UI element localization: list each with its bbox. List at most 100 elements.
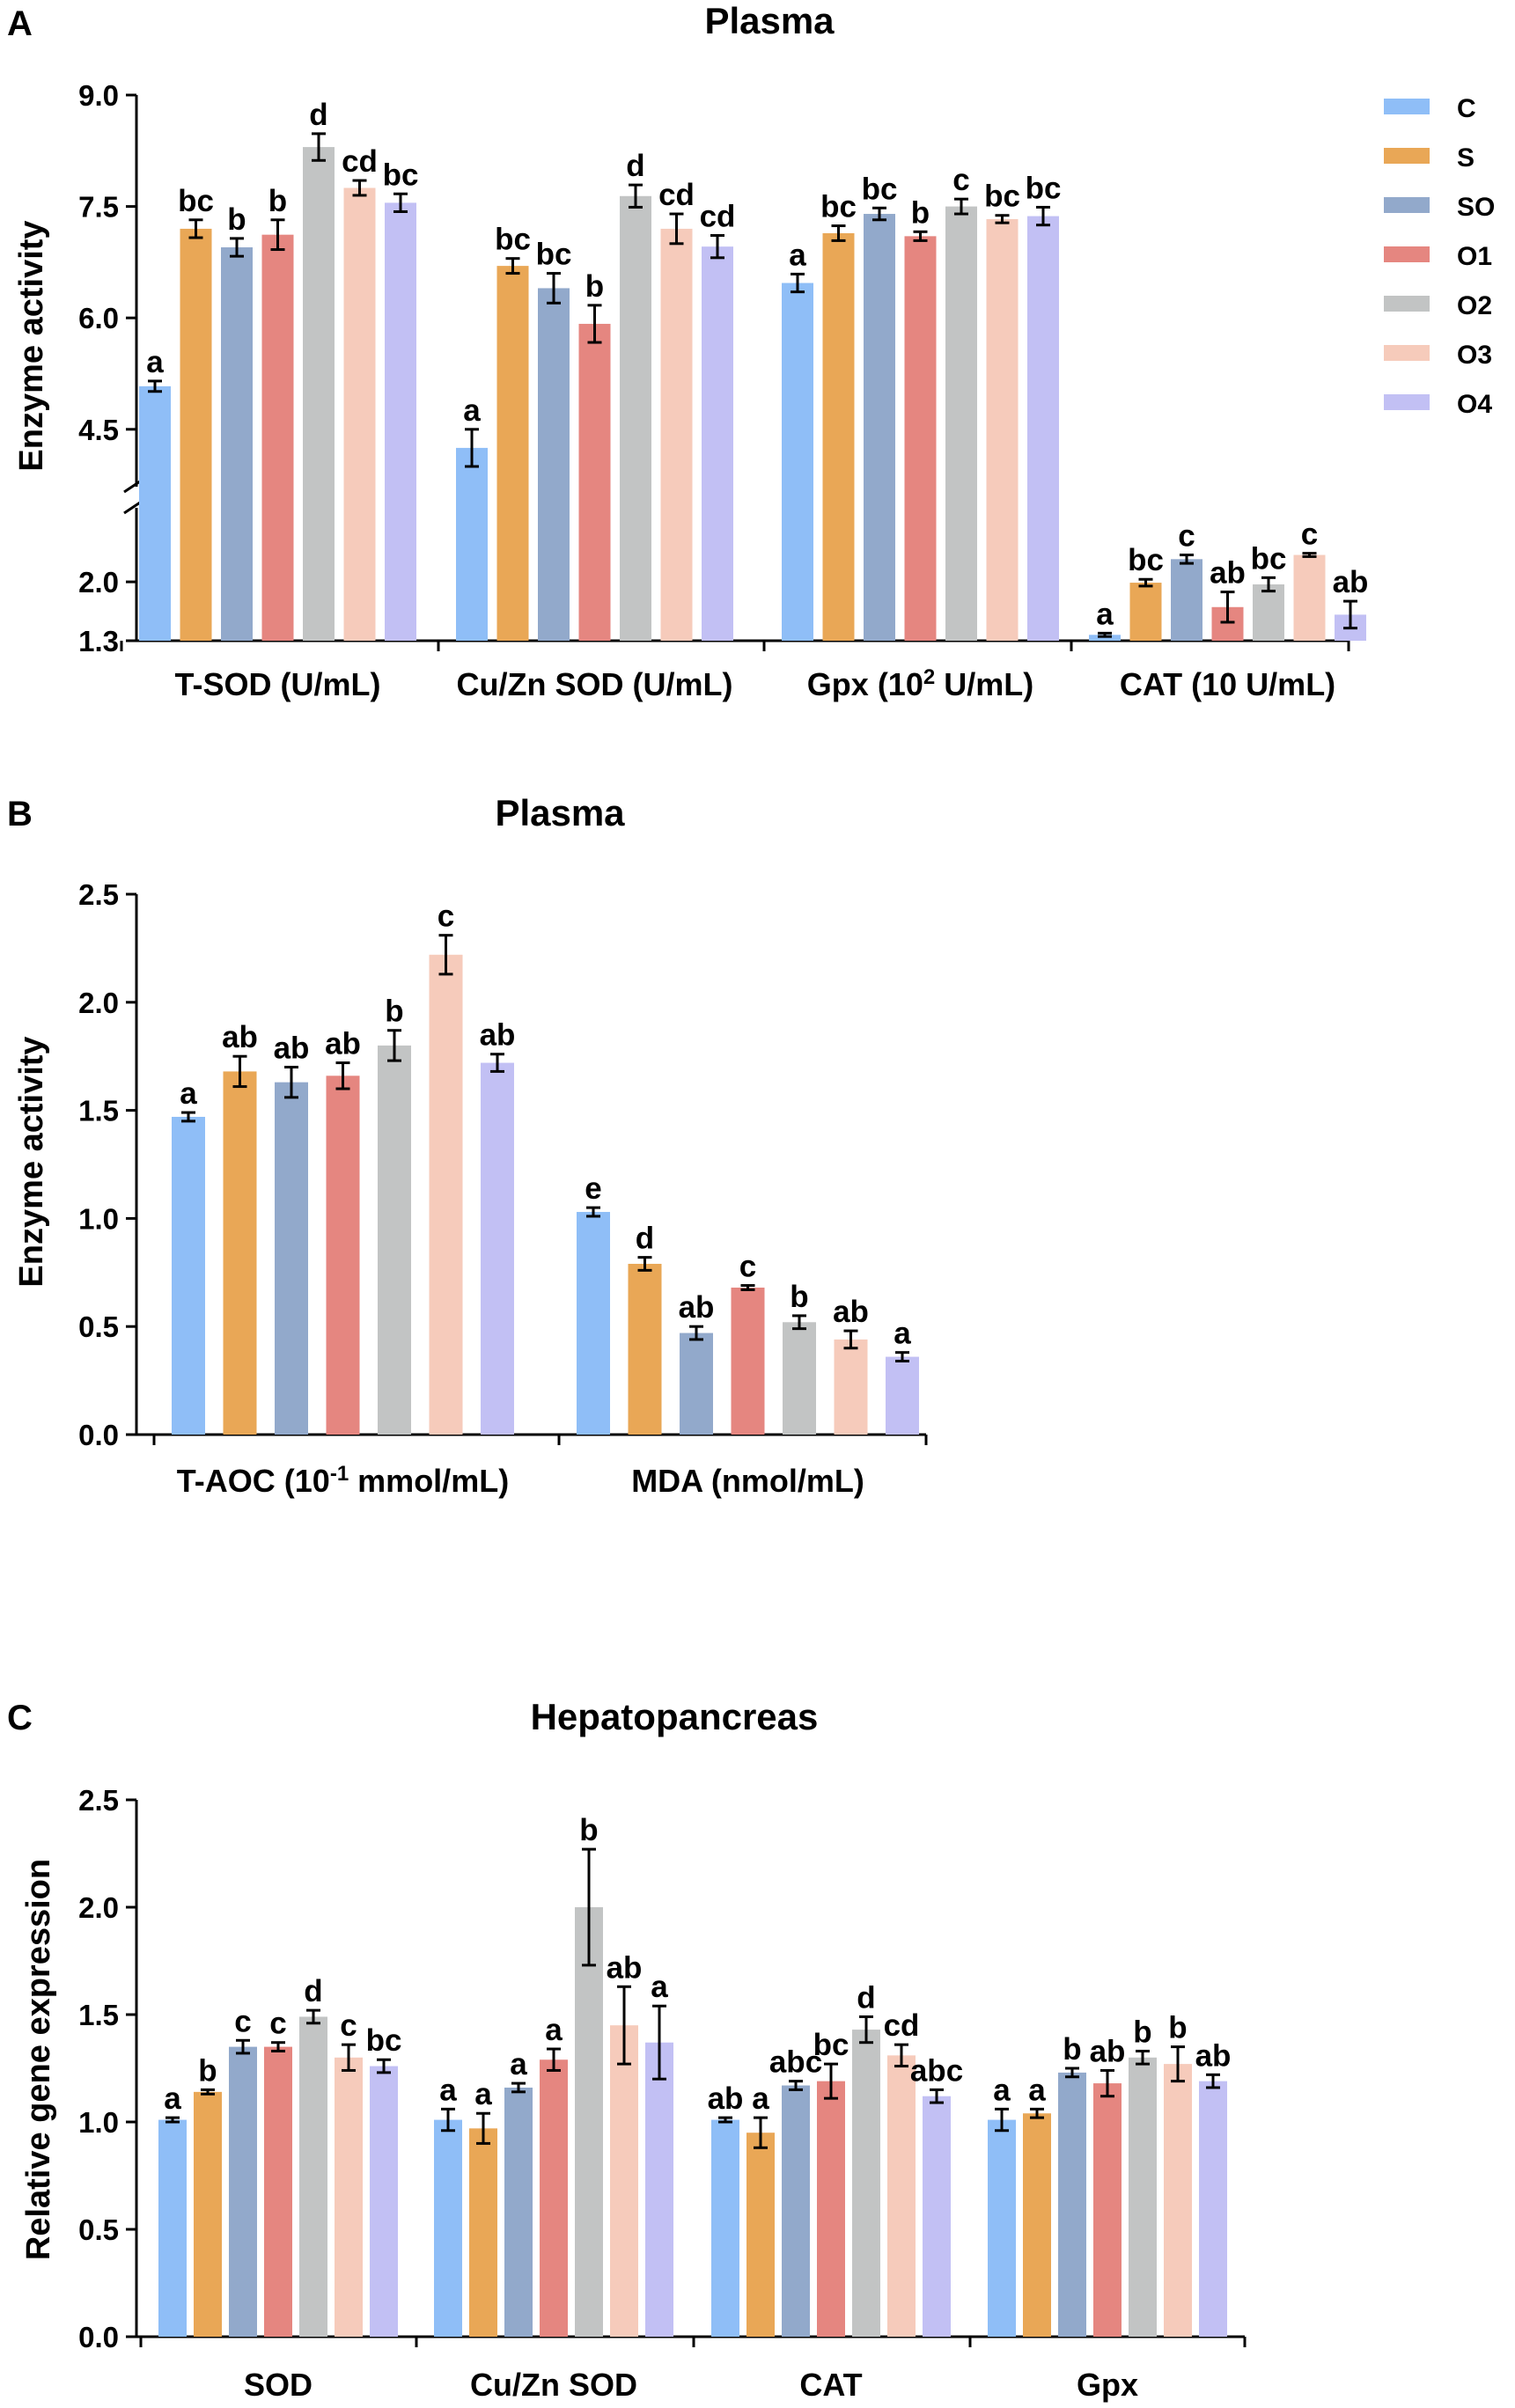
significance-letter: c: [340, 2008, 357, 2043]
bar-o3-t-aoc-10: [429, 954, 463, 1435]
bar-o1-gpx: [1093, 2083, 1122, 2337]
x-category-text: MDA (nmol/mL): [631, 1463, 864, 1499]
significance-letter: bc: [813, 2028, 849, 2062]
significance-letter: c: [739, 1250, 756, 1284]
significance-letter: a: [993, 2073, 1011, 2107]
significance-letter: b: [911, 195, 930, 230]
bar-o2-cat-10-u-ml: [1253, 584, 1284, 641]
significance-letter: b: [227, 202, 246, 237]
significance-letter: b: [1133, 2015, 1151, 2049]
legend-label-s: S: [1457, 143, 1475, 173]
bar-o2-cat: [852, 2030, 880, 2337]
x-category-text: CAT (10 U/mL): [1120, 666, 1335, 702]
panel-letter: A: [7, 4, 33, 43]
panel-letter: B: [7, 795, 33, 833]
bar-o1-t-sod-u-ml: [261, 234, 294, 641]
significance-letter: a: [651, 1970, 668, 2004]
y-tick-label: 0.5: [78, 1310, 119, 1343]
significance-letter: ab: [833, 1295, 869, 1329]
significance-letter: d: [857, 1980, 875, 2015]
bar-o1-t-aoc-10: [326, 1076, 360, 1435]
significance-letter: a: [474, 2077, 492, 2111]
significance-letter: bc: [495, 223, 531, 257]
significance-letter: a: [164, 2081, 181, 2116]
bar-o2-t-aoc-10: [378, 1045, 411, 1435]
bar-o2-gpx-10: [945, 206, 977, 641]
x-category-text: Gpx: [1077, 2367, 1138, 2403]
legend-swatch-o3: [1384, 345, 1430, 361]
y-axis-label: Relative gene expression: [20, 1859, 57, 2260]
bar-o2-cu-zn-sod: [575, 1907, 603, 2337]
bar-so-sod: [229, 2046, 257, 2337]
significance-letter: c: [1301, 518, 1318, 552]
y-tick-label: 2.5: [78, 878, 119, 911]
y-tick-label: 6.0: [78, 302, 119, 334]
significance-letter: b: [1168, 2011, 1187, 2045]
significance-letter: c: [269, 2007, 286, 2041]
bar-s-cat-10-u-ml: [1129, 583, 1162, 641]
x-category-label: Cu/Zn SOD: [470, 2367, 637, 2403]
significance-letter: a: [146, 345, 164, 379]
significance-letter: bc: [862, 172, 898, 206]
significance-letter: ab: [708, 2081, 744, 2116]
bar-s-cat: [746, 2133, 775, 2337]
bar-o2-gpx: [1129, 2057, 1157, 2337]
bar-o4-t-aoc-10: [481, 1062, 514, 1435]
legend-swatch-o4: [1384, 394, 1430, 410]
bar-c-cat: [711, 2119, 739, 2337]
y-tick-label: 0.0: [78, 2321, 119, 2353]
bar-c-mda-nmol-ml: [577, 1212, 610, 1435]
legend: C S SO O1 O2 O3 O4: [1384, 94, 1495, 419]
x-category-text-rest: mmol/mL): [349, 1463, 509, 1499]
bar-o3-cat: [887, 2055, 916, 2337]
significance-letter: a: [1028, 2073, 1046, 2107]
significance-letter: bc: [1251, 541, 1287, 576]
significance-letter: c: [1178, 519, 1195, 554]
significance-letter: cd: [700, 200, 736, 234]
significance-letter: b: [385, 995, 403, 1029]
bar-o4-gpx-10: [1027, 216, 1059, 641]
significance-letter: d: [309, 98, 327, 132]
chart-title: Plasma: [495, 792, 625, 833]
bar-so-cat: [782, 2085, 810, 2337]
bar-o4-mda-nmol-ml: [886, 1356, 919, 1435]
y-tick-label: 2.0: [78, 1891, 119, 1924]
bar-o3-gpx: [1164, 2064, 1192, 2337]
bar-o1-cu-zn-sod: [540, 2059, 568, 2337]
significance-letter: e: [585, 1171, 601, 1206]
y-tick-label: 0.5: [78, 2213, 119, 2246]
significance-letter: c: [234, 2004, 251, 2038]
bar-o3-t-sod-u-ml: [343, 187, 376, 641]
significance-letter: a: [439, 2073, 457, 2107]
legend-label-so: SO: [1457, 193, 1495, 222]
axis-break-mark: [123, 501, 141, 515]
bar-o4-cu-zn-sod-u-ml: [702, 246, 733, 641]
significance-letter: cd: [658, 178, 695, 212]
y-tick-label: 2.0: [78, 566, 119, 598]
significance-letter: a: [463, 393, 481, 428]
significance-letter: abc: [910, 2053, 963, 2088]
bar-so-cu-zn-sod: [504, 2087, 533, 2337]
significance-letter: bc: [984, 180, 1020, 214]
x-category-label: SOD: [244, 2367, 313, 2403]
y-tick-label: 1.5: [78, 1095, 119, 1127]
x-category-label: CAT: [799, 2367, 862, 2403]
bar-o1-sod: [264, 2046, 292, 2337]
bar-c-cu-zn-sod-u-ml: [456, 447, 488, 641]
x-category-text: CAT: [799, 2367, 862, 2403]
bar-o4-cat: [923, 2096, 951, 2337]
significance-letter: ab: [1210, 556, 1246, 591]
significance-letter: bc: [1128, 543, 1164, 577]
significance-letter: d: [626, 149, 644, 183]
bar-c-t-aoc-10: [172, 1116, 205, 1435]
significance-letter: ab: [679, 1290, 715, 1325]
x-category-superscript: 2: [923, 665, 935, 689]
x-category-label: Cu/Zn SOD (U/mL): [457, 666, 733, 702]
bar-o4-t-sod-u-ml: [385, 202, 416, 641]
bar-so-gpx-10: [864, 214, 895, 642]
plot-area: 0.0 0.5 1.0 1.5 2.0 2.5 T-AOC (10-1 mmol/mL) MD…: [78, 878, 928, 1499]
significance-letter: a: [752, 2081, 769, 2116]
bar-o4-cu-zn-sod: [645, 2042, 673, 2337]
bar-c-gpx-10: [782, 283, 813, 641]
